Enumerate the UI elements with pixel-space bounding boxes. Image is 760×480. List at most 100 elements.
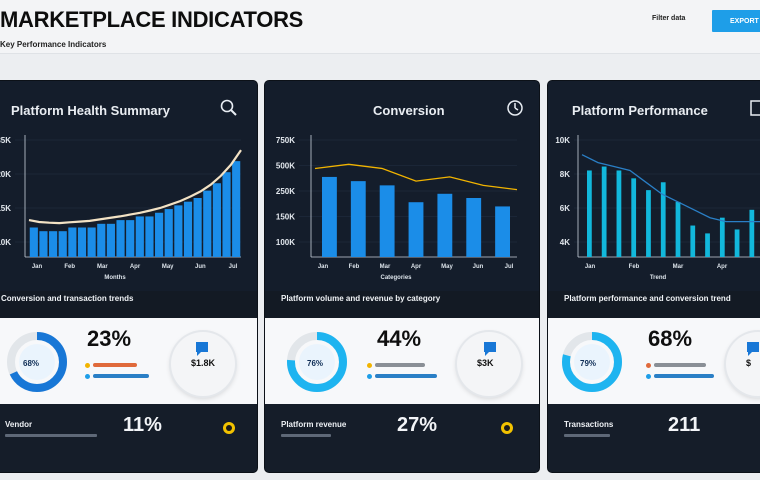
x-tick-label: Mar <box>673 264 684 270</box>
bar <box>87 227 96 257</box>
bar <box>29 227 38 257</box>
bar <box>690 225 696 257</box>
y-tick-label: 500K <box>276 162 295 171</box>
gauge-ring <box>287 332 347 392</box>
x-tick-label: Jun <box>473 264 484 270</box>
y-tick-label: 20K <box>0 170 11 179</box>
y-tick-label: 8K <box>560 170 570 179</box>
x-axis-label: Categories <box>380 275 412 281</box>
metrics-panel: 76% 44% $3K <box>265 318 539 404</box>
bar <box>212 183 221 257</box>
gauge-value: 76% <box>307 359 324 368</box>
bar <box>68 227 77 257</box>
bar <box>587 170 592 257</box>
trend-line <box>314 163 518 191</box>
bar <box>495 206 510 257</box>
metric-value: 68% <box>648 326 693 351</box>
status-dot <box>501 422 513 434</box>
legend-bar <box>375 374 437 378</box>
bottom-value: 27% <box>397 414 438 436</box>
metric-value: 44% <box>377 326 422 351</box>
bar <box>437 193 453 257</box>
clock-icon[interactable] <box>505 98 525 118</box>
bar <box>174 205 183 257</box>
chart-caption: Platform volume and revenue by category <box>281 294 441 303</box>
placeholder-line <box>564 434 610 437</box>
trend-line <box>581 154 760 223</box>
gauge-center <box>299 344 335 380</box>
legend-dot <box>367 374 372 379</box>
filter-link[interactable]: Filter data <box>652 15 686 22</box>
chart-panel: Conversion 750K 500K 250K 150K 100K Jan Feb Mar… <box>265 81 539 291</box>
bar <box>183 201 193 257</box>
chart-caption: Platform performance and conversion tren… <box>564 294 731 303</box>
bar <box>155 212 164 257</box>
bar <box>466 198 482 257</box>
y-tick-label: 35K <box>0 136 11 145</box>
x-tick-label: Jul <box>229 264 238 270</box>
x-tick-label: Jun <box>195 264 206 270</box>
y-tick-label: 150K <box>276 213 295 222</box>
kpi-card-3: Platform Performance 10K 8K 6K 4K Jan Feb Mar A… <box>547 80 760 473</box>
bottom-label: Platform revenue <box>281 420 347 429</box>
legend-bar <box>654 363 706 367</box>
mini-value: $1.8K <box>191 358 216 368</box>
x-tick-label: Mar <box>97 264 108 270</box>
legend-dot <box>85 363 90 368</box>
chat-icon <box>484 342 496 356</box>
trend-line <box>28 149 242 225</box>
mini-value: $ <box>746 358 752 368</box>
bar <box>646 190 651 257</box>
x-tick-label: Apr <box>411 264 422 270</box>
y-tick-label: 10K <box>555 136 570 145</box>
bar <box>350 181 366 257</box>
x-tick-label: Feb <box>629 264 640 270</box>
placeholder-line <box>281 434 331 437</box>
bar <box>164 209 173 257</box>
legend-bar <box>375 363 425 367</box>
y-tick-label: 15K <box>0 204 11 213</box>
x-tick-label: Jan <box>32 264 43 270</box>
bottom-panel: Transactions 211 <box>548 404 760 472</box>
bar <box>49 231 58 257</box>
export-button[interactable]: EXPORT <box>712 10 760 32</box>
bar <box>322 176 337 257</box>
bar <box>408 202 424 257</box>
x-tick-label: Feb <box>349 264 360 270</box>
kpi-card-1: Platform Health Summary 35K 20K 15K 10K Jan F… <box>0 80 258 473</box>
card-title: Conversion <box>373 103 445 118</box>
search-icon[interactable] <box>219 98 239 118</box>
chart: 35K 20K 15K 10K Jan Feb Mar Apr May Jun Jul Months <box>0 135 242 281</box>
y-tick-label: 250K <box>276 187 295 196</box>
y-tick-label: 750K <box>276 136 295 145</box>
bar <box>106 223 115 257</box>
x-tick-label: Jan <box>318 264 329 270</box>
bar <box>705 233 710 257</box>
gauge-fill <box>562 332 622 392</box>
x-tick-label: Jan <box>585 264 596 270</box>
chart-panel: Platform Health Summary 35K 20K 15K 10K Jan F… <box>0 81 257 291</box>
bar <box>39 231 48 257</box>
bottom-value: 211 <box>668 414 701 436</box>
bar <box>616 170 622 257</box>
gauge-value: 79% <box>580 359 597 368</box>
expand-icon[interactable] <box>748 98 760 118</box>
bottom-label: Vendor <box>5 420 33 429</box>
bar <box>203 190 212 257</box>
x-axis-label: Months <box>104 275 126 281</box>
legend-dot <box>646 374 651 379</box>
legend-dot <box>367 363 372 368</box>
bar <box>719 217 725 257</box>
metrics-panel: 68% 23% $1.8K <box>0 318 257 404</box>
x-tick-label: Feb <box>64 264 75 270</box>
bar <box>58 231 67 257</box>
bar <box>126 220 135 257</box>
x-axis-label: Trend <box>650 275 667 281</box>
page-title: MARKETPLACE INDICATORS <box>0 7 304 32</box>
placeholder-line <box>5 434 97 437</box>
chat-icon <box>747 342 759 356</box>
y-tick-label: 100K <box>276 238 295 247</box>
bottom-label: Transactions <box>564 420 614 429</box>
metric-value: 23% <box>87 326 132 351</box>
status-dot <box>223 422 235 434</box>
